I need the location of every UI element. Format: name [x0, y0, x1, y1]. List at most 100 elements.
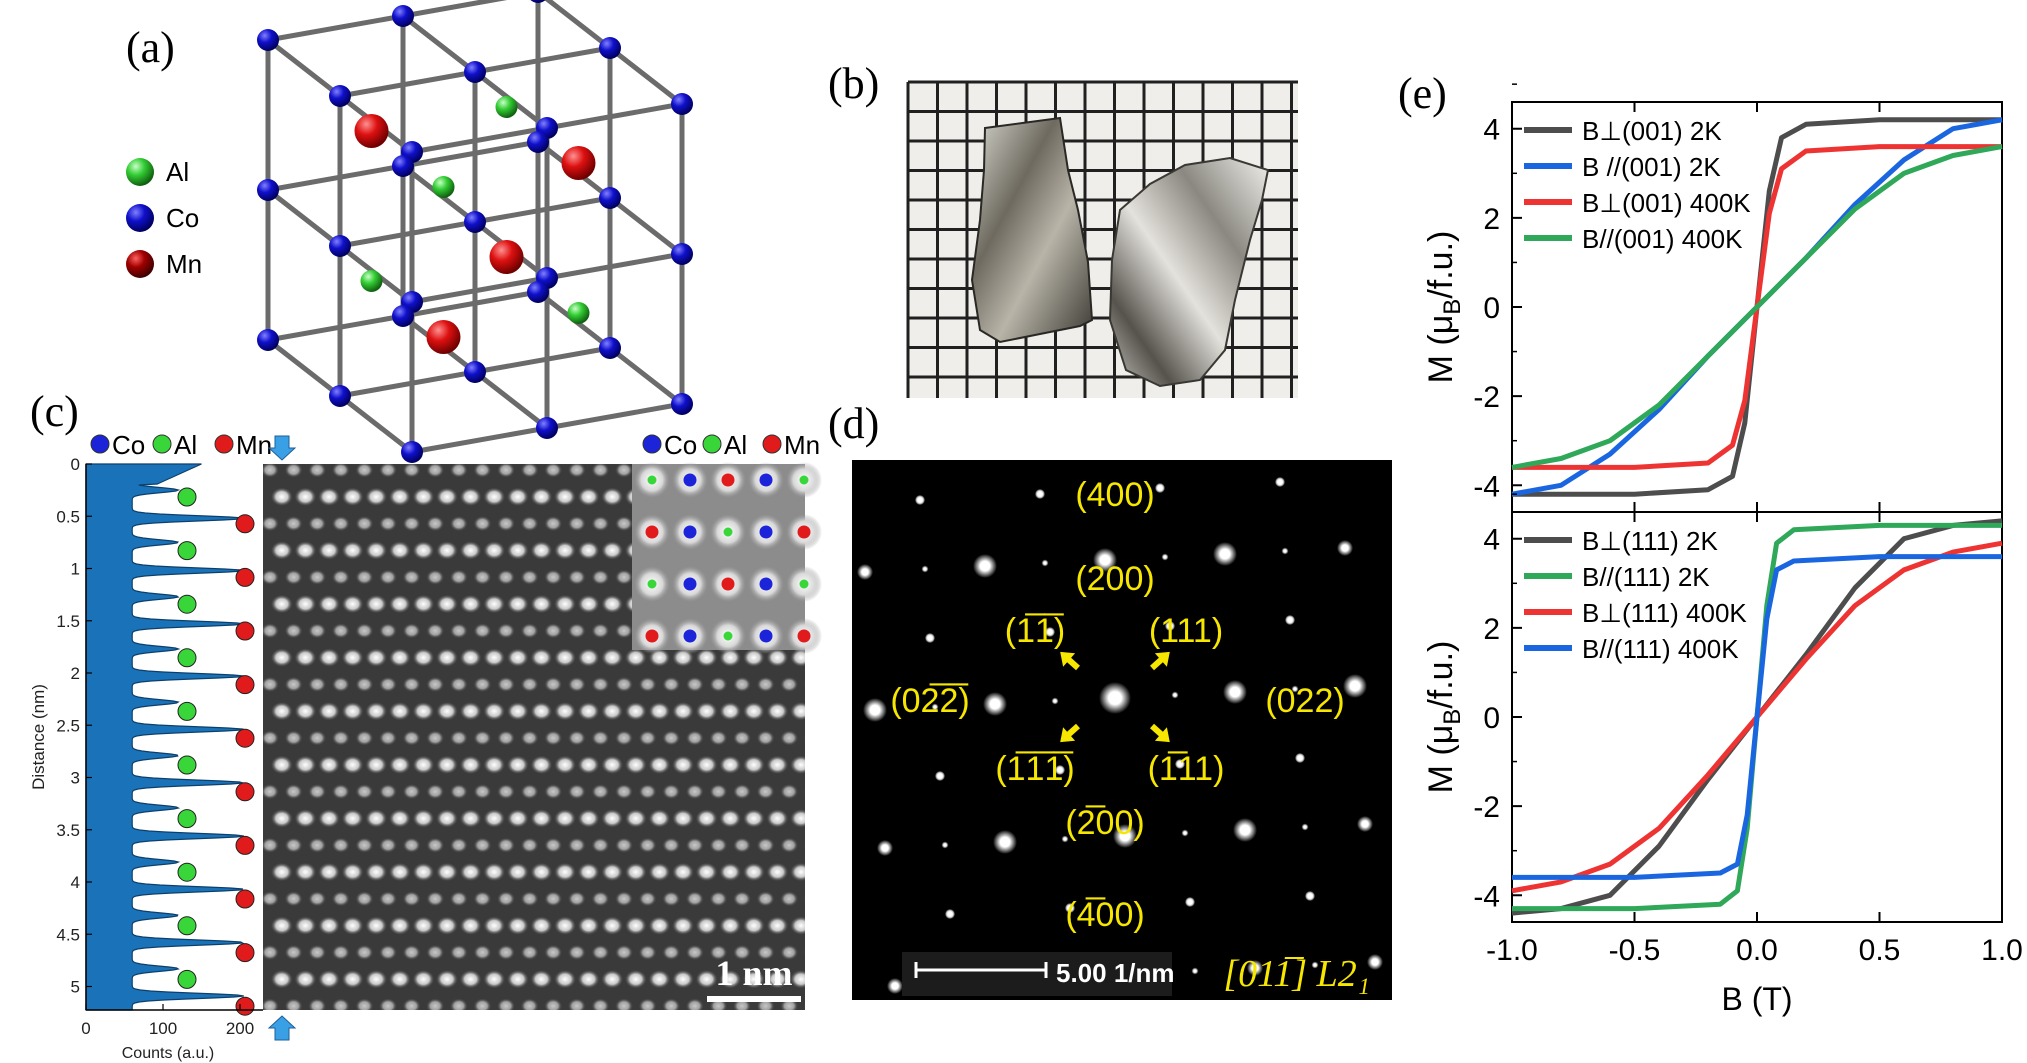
atom-column	[402, 730, 421, 746]
atom-column	[379, 837, 397, 853]
atom-column	[520, 676, 539, 693]
atom-column	[591, 944, 610, 961]
atom-column	[365, 648, 388, 667]
atom-column	[426, 837, 445, 853]
y-tick-label: 1.5	[56, 612, 80, 631]
scale-bar-label: 5.00 1/nm	[1056, 958, 1175, 988]
atom-column	[567, 730, 586, 746]
profile-x-axis-label: Counts (a.u.)	[122, 1045, 214, 1062]
atom-column	[436, 541, 458, 560]
atom-column	[331, 783, 350, 800]
atom-column	[554, 648, 576, 667]
stem-legend: Co Al Mn Co Al Mn	[90, 430, 820, 460]
mn-column-marker-icon	[235, 943, 255, 963]
atom-column	[648, 701, 671, 721]
profile-axes: 0 0.5 1 1.5 2 2.5 3 3.5 4 4.5 5 0 100 200 Counts (a.u.…	[29, 455, 263, 1062]
atom-column	[497, 464, 515, 478]
weak-spot	[1051, 697, 1059, 705]
profile-curve	[85, 463, 245, 1011]
atom-column	[577, 969, 600, 989]
inset-al-dot-icon	[723, 631, 733, 641]
atom-column	[402, 623, 421, 639]
atom-column	[530, 755, 553, 775]
atom-column	[436, 1023, 458, 1042]
atom-column	[379, 998, 397, 1010]
y-tick-label: 3	[71, 769, 80, 788]
co-atom-icon	[257, 29, 279, 51]
atom-column	[506, 755, 529, 775]
atom-column	[742, 755, 765, 775]
weak-spot	[1311, 961, 1319, 969]
inset-mn-dot-icon	[797, 629, 811, 643]
inset-mn-dot-icon	[721, 473, 735, 487]
atom-column	[567, 998, 586, 1010]
atom-column	[497, 837, 515, 853]
panel-e: (e) -4 -2 0 2 4 M (μB/f.u.) B⊥(001) 2K B //(001…	[1398, 69, 2023, 1017]
miller-index-labels: (400) (200) (1̅1̅) (111) (02̅2̅) (022) (1̅1̅1̅…	[890, 476, 1344, 934]
atom-column	[341, 969, 364, 989]
mh-plot-111: -4 -2 0 2 4 -1.0 -0.5 0.0 0.5 1.0 M (μB/f.u.) B⊥(11…	[1422, 493, 2023, 967]
superlattice-spot	[1185, 897, 1195, 907]
atom-column	[284, 837, 303, 853]
atom-column	[696, 1023, 718, 1042]
diffraction-spot	[1367, 954, 1383, 970]
atom-column	[263, 730, 279, 746]
atom-column	[709, 944, 728, 961]
atom-column	[577, 862, 600, 882]
atom-column	[388, 809, 411, 828]
atom-column	[412, 701, 435, 721]
atom-column	[412, 862, 435, 882]
atom-column	[473, 783, 492, 800]
weak-spot	[1111, 694, 1119, 702]
co-atom-icon	[464, 61, 486, 83]
inset-co-dot-icon	[683, 629, 697, 643]
atom-column	[615, 730, 633, 746]
atom-column	[294, 648, 317, 667]
diffraction-spot	[1357, 816, 1373, 832]
atom-column	[506, 809, 529, 828]
atom-column	[803, 894, 805, 903]
atom-column	[591, 783, 610, 800]
atom-column	[270, 648, 293, 667]
atom-column	[742, 862, 765, 882]
atom-column	[685, 730, 704, 746]
atom-column	[270, 809, 293, 828]
atom-column	[365, 862, 388, 882]
atom-column	[506, 487, 529, 507]
co-atom-icon	[257, 179, 279, 201]
atom-column	[766, 1023, 788, 1042]
legend-label-mn: Mn	[166, 249, 202, 279]
atom-column	[284, 515, 303, 532]
atom-column	[567, 464, 586, 478]
atom-column	[625, 1023, 647, 1042]
atom-column	[648, 916, 671, 935]
atom-column	[318, 755, 340, 775]
atom-column	[507, 1023, 529, 1042]
atom-column	[520, 891, 539, 907]
atom-column	[449, 944, 468, 961]
atom-column	[473, 730, 492, 746]
atom-column	[733, 783, 751, 800]
atom-column	[318, 916, 340, 935]
legend-label: B//(111) 400K	[1582, 634, 1739, 664]
atom-column	[355, 837, 374, 853]
atom-column	[567, 837, 586, 853]
atom-column	[685, 837, 704, 853]
atom-column	[331, 515, 350, 532]
co-atom-icon	[464, 361, 486, 383]
atom-column	[814, 595, 836, 614]
atom-column	[554, 541, 576, 560]
atom-column	[402, 515, 421, 532]
atom-column	[459, 701, 482, 721]
atom-column	[591, 730, 610, 746]
atom-column	[426, 464, 445, 478]
atom-column	[803, 948, 805, 957]
weak-spot	[1191, 967, 1199, 975]
al-atom-icon	[567, 302, 590, 324]
al-column-marker-icon	[177, 969, 197, 989]
mh-plot-001: -4 -2 0 2 4 M (μB/f.u.) B⊥(001) 2K B //(001) 2K…	[1422, 83, 2003, 513]
atom-column	[624, 862, 647, 882]
atom-column	[554, 594, 576, 614]
atom-column	[577, 916, 600, 935]
